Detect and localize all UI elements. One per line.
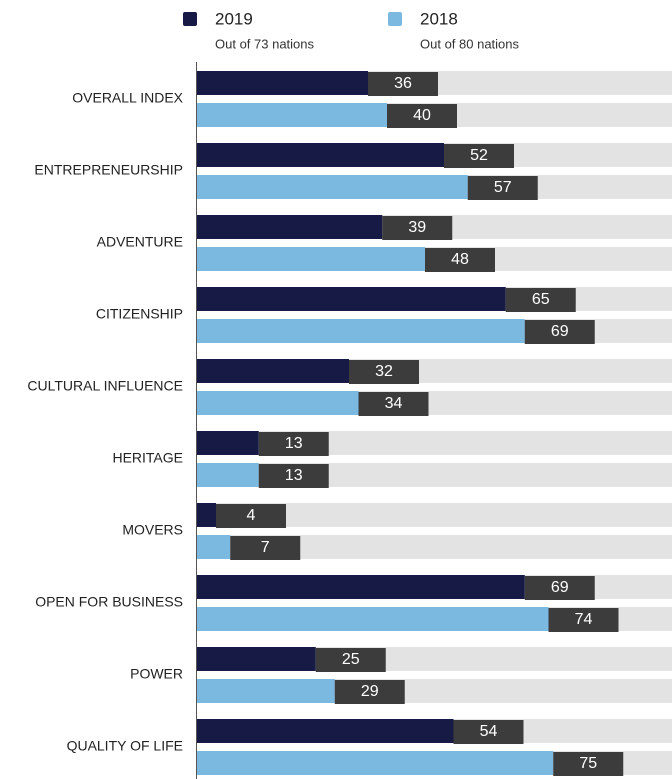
- value-label-box: [368, 72, 438, 96]
- value-label: 57: [494, 179, 512, 196]
- bar: [197, 751, 554, 775]
- category-label: MOVERS: [122, 522, 183, 538]
- value-label-box: [349, 360, 419, 384]
- value-label-box: [505, 288, 576, 312]
- value-label: 13: [285, 467, 303, 484]
- bar: [197, 535, 231, 559]
- legend-subtitle: Out of 80 nations: [420, 36, 520, 51]
- value-label-box: [548, 608, 619, 632]
- value-label: 36: [394, 75, 412, 92]
- value-label-box: [387, 104, 457, 128]
- legend-label: 2019: [215, 9, 253, 28]
- value-label-box: [444, 144, 514, 168]
- value-label-box: [230, 536, 301, 560]
- value-label: 7: [261, 539, 270, 556]
- bar: [197, 359, 349, 383]
- value-label-box: [216, 504, 286, 528]
- value-label-box: [553, 752, 624, 776]
- value-label: 4: [247, 507, 256, 524]
- bar: [197, 647, 316, 671]
- bar: [197, 319, 525, 343]
- value-label-box: [315, 648, 386, 672]
- value-label-box: [258, 432, 329, 456]
- category-label: CULTURAL INFLUENCE: [27, 378, 183, 394]
- value-label-box: [453, 720, 524, 744]
- bar: [197, 215, 383, 239]
- bar: [197, 719, 454, 743]
- value-label: 75: [579, 755, 597, 772]
- bar: [197, 607, 549, 631]
- category-label: POWER: [130, 666, 183, 682]
- value-label-box: [467, 176, 538, 200]
- category-label: OVERALL INDEX: [72, 90, 183, 106]
- category-label: QUALITY OF LIFE: [67, 738, 183, 754]
- value-label-box: [524, 320, 595, 344]
- bar: [197, 247, 425, 271]
- category-label: ADVENTURE: [97, 234, 183, 250]
- bar: [197, 103, 387, 127]
- legend-subtitle: Out of 73 nations: [215, 36, 315, 51]
- value-label-box: [334, 680, 405, 704]
- category-label: ENTREPRENEURSHIP: [34, 162, 183, 178]
- value-label-box: [258, 464, 329, 488]
- category-label: OPEN FOR BUSINESS: [35, 594, 183, 610]
- value-label: 48: [451, 251, 469, 268]
- value-label: 39: [408, 219, 426, 236]
- legend-label: 2018: [420, 9, 458, 28]
- bar: [197, 287, 506, 311]
- legend-swatch: [183, 12, 197, 26]
- value-label-box: [382, 216, 453, 240]
- value-label: 25: [342, 651, 360, 668]
- value-label: 34: [385, 395, 403, 412]
- bar: [197, 463, 259, 487]
- bar: [197, 679, 335, 703]
- category-label: HERITAGE: [112, 450, 183, 466]
- bar: [197, 503, 216, 527]
- value-label: 74: [575, 611, 593, 628]
- bar: [197, 391, 359, 415]
- value-label: 32: [375, 363, 393, 380]
- value-label: 69: [551, 579, 569, 596]
- value-label: 54: [480, 723, 498, 740]
- value-label-box: [358, 392, 429, 416]
- value-label: 40: [413, 107, 431, 124]
- bar: [197, 431, 259, 455]
- value-label: 29: [361, 683, 379, 700]
- bar: [197, 175, 468, 199]
- bar: [197, 575, 525, 599]
- value-label: 65: [532, 291, 550, 308]
- bar: [197, 143, 444, 167]
- category-label: CITIZENSHIP: [96, 306, 183, 322]
- bar: [197, 71, 368, 95]
- legend-swatch: [388, 12, 402, 26]
- value-label: 13: [285, 435, 303, 452]
- value-label-box: [425, 248, 495, 272]
- value-label-box: [524, 576, 595, 600]
- value-label: 69: [551, 323, 569, 340]
- value-label: 52: [470, 147, 488, 164]
